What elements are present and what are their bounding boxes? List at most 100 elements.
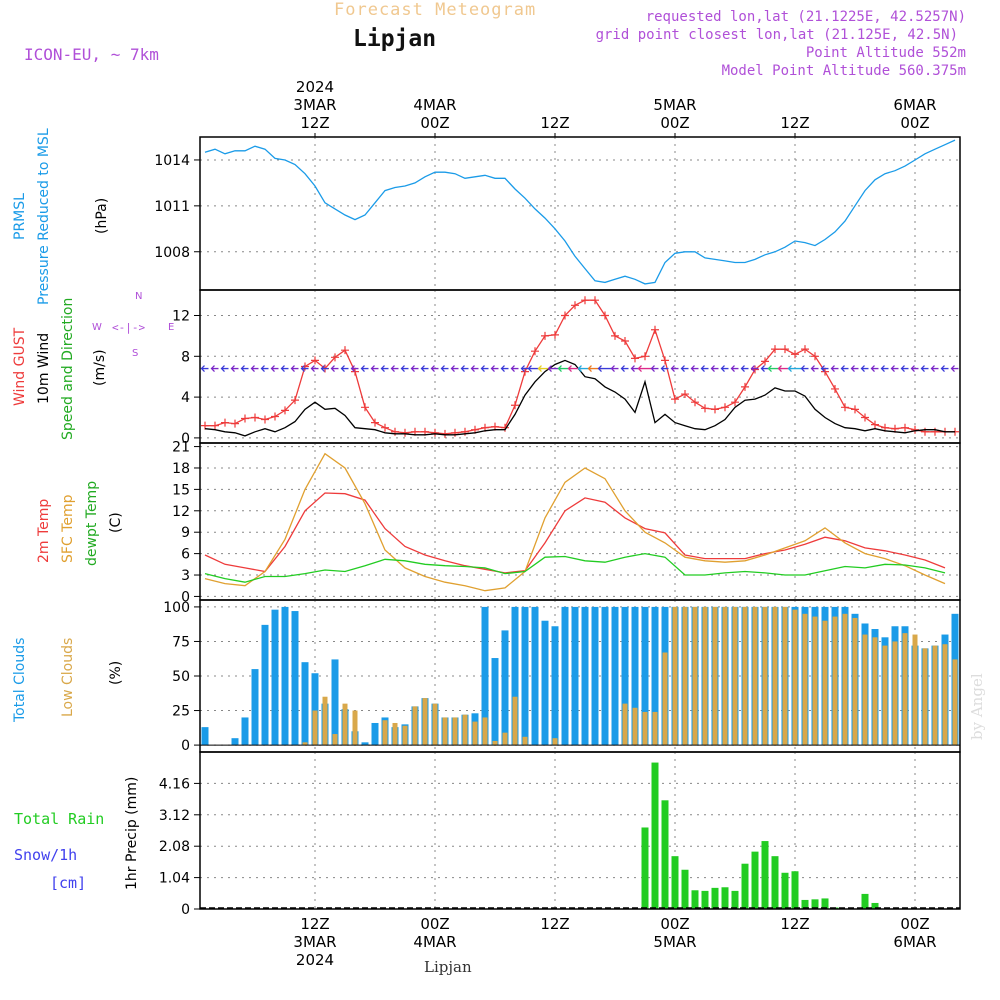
top-time-label: 00Z [660,114,689,132]
gust-marker [681,390,689,399]
gust-marker [341,346,349,355]
top-time-label: 2024 [296,78,334,96]
total-cloud-bar [231,738,239,746]
compass-east: E [168,322,174,333]
total-cloud-bar [611,606,619,746]
total-cloud-bar [281,606,289,746]
clouds-ylabel-total: Total Clouds [12,638,28,723]
low-cloud-bar [752,606,758,746]
gust-marker [371,418,379,427]
total-cloud-bar [501,630,509,746]
model-label: ICON-EU, ~ 7km [24,45,159,64]
total-cloud-bar [541,620,549,746]
gust-marker [641,352,649,361]
low-cloud-bar [462,714,468,746]
wind-direction-arrow [597,365,612,372]
gust-marker [261,415,269,424]
low-cloud-bar [652,711,658,746]
legend-total-rain: Total Rain [14,810,104,828]
wind-direction-arrow [930,365,939,372]
bottom-time-label: 4MAR [413,933,456,951]
gust-marker [581,296,589,305]
low-cloud-bar [302,742,308,746]
gust-marker [661,356,669,365]
wind-direction-arrow [740,365,749,372]
low-cloud-bar [642,711,648,746]
gust-marker [451,428,459,437]
total-cloud-bar [331,659,339,746]
low-cloud-bar [552,738,558,746]
bottom-time-label: 00Z [900,915,929,933]
wind-direction-arrow [520,365,529,372]
gust-marker [511,401,519,410]
wind-direction-arrow [900,365,909,372]
gust-marker [311,356,319,365]
low-cloud-bar [942,644,948,746]
wind-direction-arrow [840,365,849,372]
gust-marker [851,405,859,414]
rain-bar [801,899,809,909]
gust-marker [921,427,929,436]
low-cloud-bar [742,606,748,746]
total-cloud-bar [631,606,639,746]
low-cloud-bar [632,707,638,746]
temp-ylabel-dewpt: dewpt Temp [84,481,100,566]
y-tick-label: 100 [163,600,190,616]
low-cloud-bar [732,606,738,746]
top-time-label: 5MAR [653,96,696,114]
wind-direction-arrow [310,365,319,372]
compass-south: S [132,348,138,359]
wind-direction-arrow [340,365,349,372]
wind-direction-arrow [380,365,389,372]
wind-direction-arrow [240,365,249,372]
gust-marker [601,311,609,320]
wind-direction-arrow [280,365,289,372]
legend-snow-unit: [cm] [50,874,86,892]
gust-marker [781,345,789,354]
low-cloud-bar [322,696,328,746]
gust-marker [431,428,439,437]
low-cloud-bar [452,717,458,746]
rain-bar [781,872,789,909]
rain-bar [641,827,649,909]
wind-direction-arrow [660,365,669,372]
wind-direction-arrow [410,365,419,372]
low-cloud-bar [352,710,358,746]
gust-marker [561,311,569,320]
total-cloud-bar [561,606,569,746]
top-time-label: 12Z [540,114,569,132]
low-cloud-bar [932,645,938,746]
wind-direction-arrow [650,365,659,372]
rain-bar [661,800,669,909]
gust-marker [911,425,919,434]
y-tick-label: 12 [172,504,190,520]
total-cloud-bar [371,722,379,746]
gust-marker [361,403,369,412]
wind-direction-arrow [950,365,959,372]
low-cloud-bar [502,732,508,746]
wind-ylabel-speed: Speed and Direction [60,298,76,440]
compass-arrows: <-|-> [112,321,145,334]
wind-direction-arrow [400,365,409,372]
rain-bar [701,890,709,909]
rain-bar [731,890,739,909]
total-cloud-bar [571,606,579,746]
gust-marker [531,347,539,356]
low-cloud-bar [522,736,528,746]
temp-ylabel-unit: (C) [108,512,124,533]
low-cloud-bar [922,648,928,746]
total-cloud-bar [261,624,269,746]
rain-bar [861,893,869,909]
total-cloud-bar [481,606,489,746]
wind-direction-arrow [920,365,929,372]
total-cloud-bar [291,611,299,746]
low-cloud-bar [702,606,708,746]
total-cloud-bar [251,669,259,746]
wind-ylabel-10m: 10m Wind [36,333,52,404]
y-tick-label: 1008 [154,245,190,261]
gust-marker [801,345,809,354]
gust-marker [591,296,599,305]
gust-marker [331,353,339,362]
low-cloud-bar [392,722,398,746]
wind-direction-arrow [290,365,299,372]
